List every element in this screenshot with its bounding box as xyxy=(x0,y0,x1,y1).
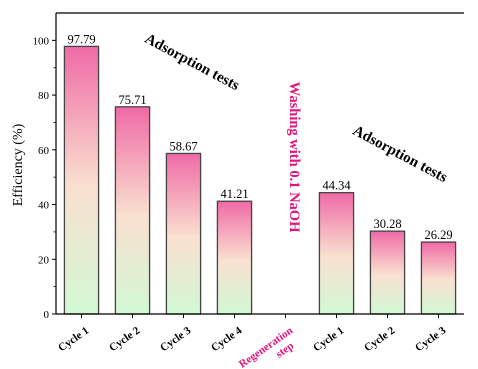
x-category-label-8: Cycle 3 xyxy=(413,324,449,354)
value-label-6: 44.34 xyxy=(322,179,351,193)
bar-3 xyxy=(165,152,202,315)
x-category-label-5: Regenerationstep xyxy=(237,325,303,369)
x-category-label-line: Cycle 2 xyxy=(362,324,398,354)
y-tick-label-40: 40 xyxy=(38,200,50,212)
bar-7 xyxy=(369,230,406,315)
bar-4 xyxy=(216,200,253,315)
x-category-label-line: Cycle 1 xyxy=(56,325,91,355)
value-label-4: 41.21 xyxy=(220,187,248,201)
x-category-label-6: Cycle 1 xyxy=(311,325,346,355)
x-category-label-7: Cycle 2 xyxy=(362,324,398,354)
y-tick-label-20: 20 xyxy=(38,254,50,266)
x-category-label-line: Cycle 3 xyxy=(158,324,194,354)
y-axis-label: Efficiency (%) xyxy=(11,123,26,206)
value-label-1: 97.79 xyxy=(67,32,95,46)
bar-2 xyxy=(114,106,151,315)
x-category-label-line: Cycle 2 xyxy=(107,324,143,354)
bar-8 xyxy=(420,241,457,315)
y-tick-label-80: 80 xyxy=(38,90,50,102)
bar-1 xyxy=(63,45,100,315)
plot-area: 97.79 75.71 58.67 41.21 44.34 30.28 26.29 0 20 40… xyxy=(33,12,464,369)
x-category-label-3: Cycle 3 xyxy=(158,324,194,354)
x-category-label-line: Cycle 1 xyxy=(311,325,346,355)
y-tick-label-100: 100 xyxy=(33,35,50,47)
bar-6 xyxy=(318,192,355,315)
x-category-label-line: Cycle 3 xyxy=(413,324,449,354)
x-category-label-1: Cycle 1 xyxy=(56,325,91,355)
annotation-adsorption-tests-right: Adsorption tests xyxy=(350,123,450,186)
y-tick-label-0: 0 xyxy=(44,309,50,321)
value-label-2: 75.71 xyxy=(118,93,146,107)
y-tick-label-60: 60 xyxy=(38,145,50,157)
value-label-8: 26.29 xyxy=(424,228,452,242)
annotation-washing-naoh: Washing with 0.1 NaOH xyxy=(286,82,302,233)
value-label-7: 30.28 xyxy=(373,217,401,231)
x-category-label-2: Cycle 2 xyxy=(107,324,143,354)
x-category-label-4: Cycle 4 xyxy=(209,324,245,354)
value-label-3: 58.67 xyxy=(169,139,197,153)
annotation-adsorption-tests-left: Adsorption tests xyxy=(142,31,242,94)
x-category-label-line: Cycle 4 xyxy=(209,324,245,354)
